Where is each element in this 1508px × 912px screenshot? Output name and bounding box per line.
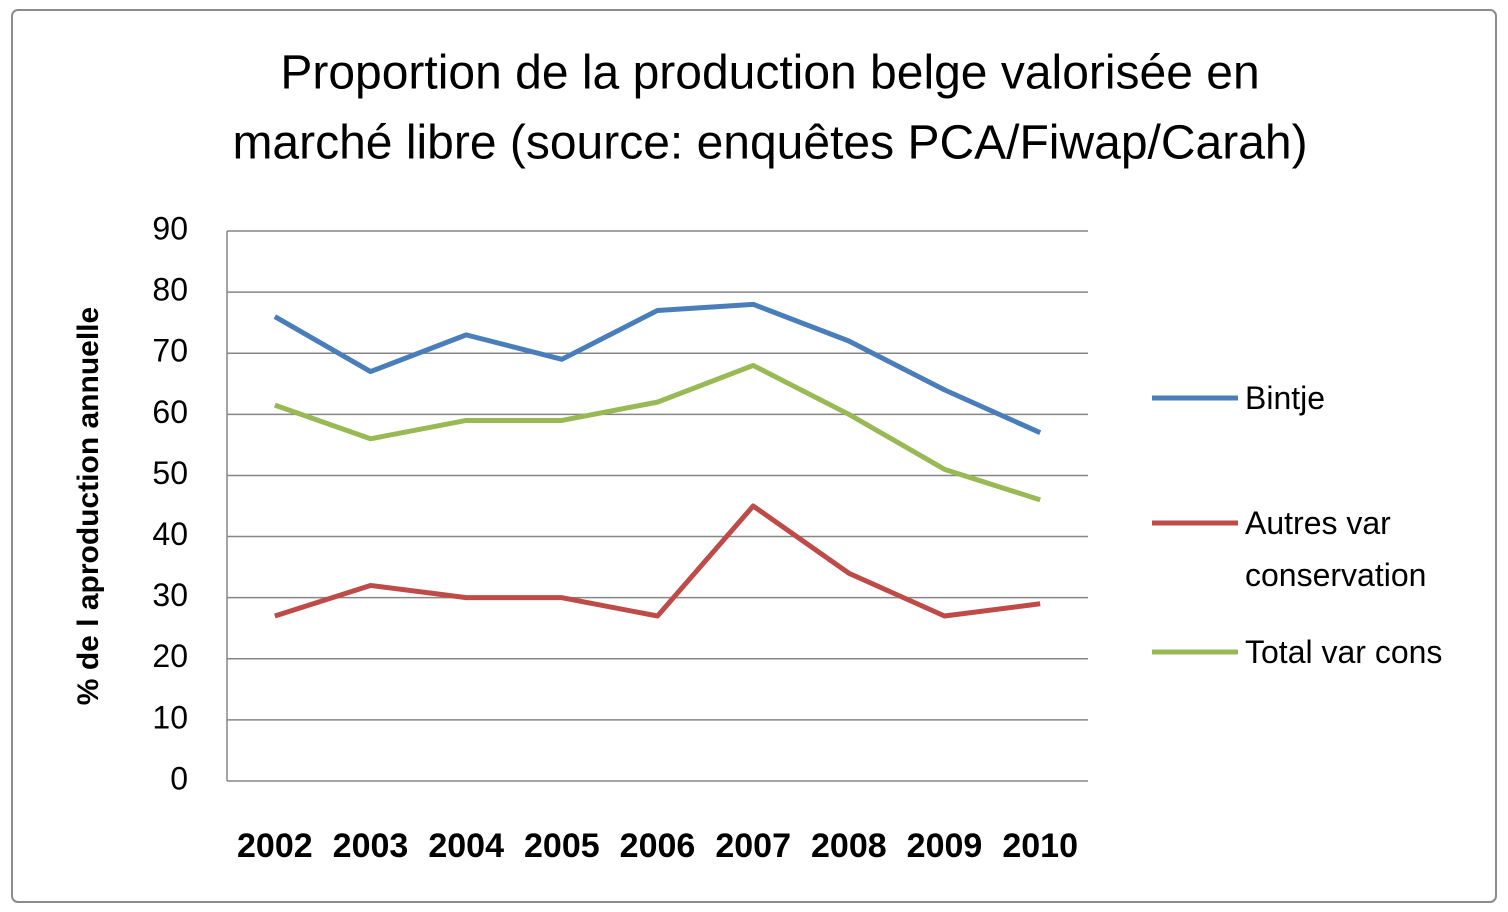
series-line (273, 301, 1042, 435)
y-tick-label: 10 (152, 699, 188, 735)
y-tick-label: 30 (152, 577, 188, 613)
series-line (274, 362, 1041, 503)
chart-border (11, 9, 1497, 903)
x-tick-label: 2004 (428, 827, 504, 865)
x-tick-label: 2006 (620, 827, 696, 865)
y-tick-label: 90 (152, 210, 188, 246)
y-tick-label: 70 (152, 333, 188, 369)
y-tick-label: 20 (152, 638, 188, 674)
y-tick-label: 60 (152, 394, 188, 430)
legend-label: Total var cons (1245, 634, 1443, 670)
x-tick-label: 2005 (524, 827, 600, 865)
y-tick-label: 40 (152, 516, 188, 552)
x-tick-label: 2003 (333, 827, 409, 865)
chart-title: marché libre (source: enquêtes PCA/Fiwap… (232, 117, 1307, 170)
y-axis-label: % de l aproduction annuelle (72, 307, 105, 705)
x-tick-label: 2002 (237, 827, 313, 865)
x-tick-label: 2010 (1002, 827, 1078, 865)
legend-label: Autres var conservation (1245, 505, 1427, 593)
chart-title: Proportion de la production belge valori… (280, 47, 1259, 100)
legend-label: Bintje (1245, 380, 1326, 416)
series-line (274, 503, 1041, 619)
x-tick-label: 2007 (715, 827, 791, 865)
x-tick-label: 2008 (811, 827, 887, 865)
y-tick-label: 80 (152, 272, 188, 308)
x-tick-label: 2009 (907, 827, 983, 865)
y-tick-label: 50 (152, 455, 188, 491)
y-tick-label: 0 (170, 760, 188, 796)
